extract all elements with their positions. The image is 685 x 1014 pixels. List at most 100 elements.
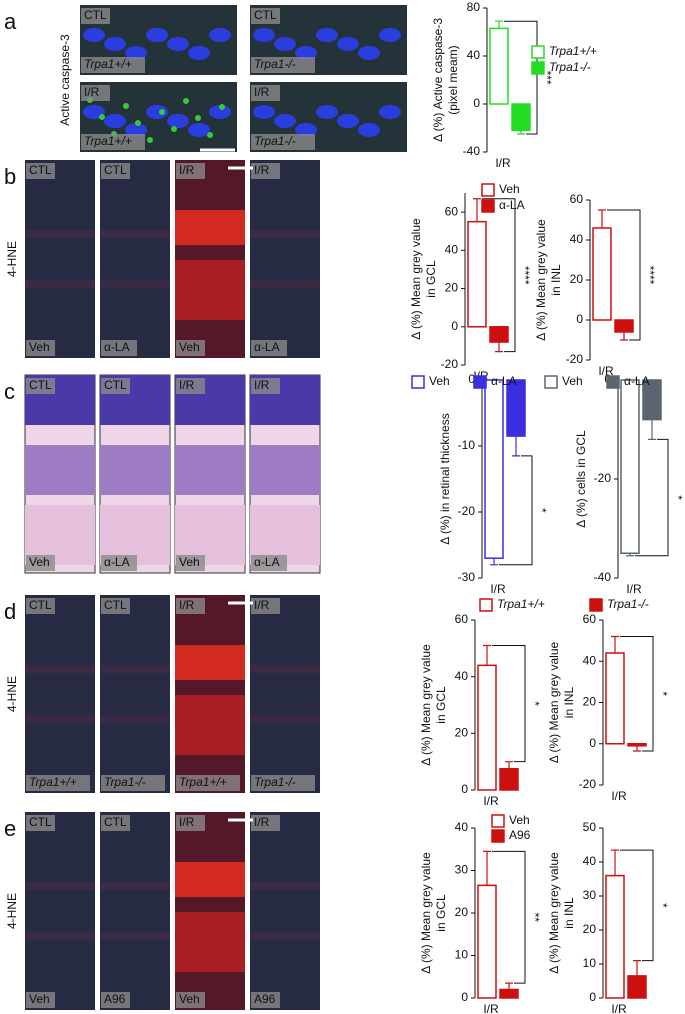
stain — [219, 104, 225, 110]
band — [100, 280, 170, 288]
legend-label: α-LA — [499, 198, 525, 212]
label-box — [101, 378, 130, 394]
image-label: I/R — [84, 85, 100, 99]
band — [100, 932, 170, 940]
nucleus — [295, 46, 317, 60]
legend-label: Veh — [429, 374, 450, 388]
micrograph: I/R Trpa1+/+ — [175, 595, 245, 793]
significance: * — [671, 495, 685, 500]
error-bar — [620, 332, 628, 341]
y-tick-label: 80 — [467, 0, 481, 14]
micrograph: I/R Trpa1-/- — [250, 595, 320, 793]
image-label: CTL — [29, 163, 52, 177]
significance: **** — [518, 266, 532, 285]
image-bg — [100, 160, 170, 358]
stain — [123, 103, 129, 109]
label-box — [26, 378, 55, 394]
y-axis-label: Δ (%) Mean grey value — [547, 641, 561, 763]
category-label: I/R — [611, 789, 627, 803]
legend-swatch — [491, 829, 505, 843]
image-label: I/R — [254, 85, 270, 99]
y-axis-label: in INL — [562, 687, 576, 719]
image-label: CTL — [29, 598, 52, 612]
error-bar — [505, 761, 513, 769]
micrograph: CTL Trpa1+/+ — [25, 595, 95, 793]
significance-bracket — [492, 850, 526, 984]
stain — [135, 120, 141, 126]
image-bg — [100, 595, 170, 793]
label-box — [176, 598, 205, 614]
image-label: I/R — [179, 598, 195, 612]
micrograph: I/R Veh — [174, 374, 246, 574]
y-tick-label: -20 — [458, 504, 476, 518]
row-label: 4-HNE — [5, 241, 19, 277]
y-axis-label: in GCL — [434, 894, 448, 932]
micrograph: CTL A96 — [100, 812, 170, 1010]
image-label: CTL — [104, 163, 127, 177]
y-tick-label: 20 — [583, 922, 597, 936]
micrograph: CTL α-LA — [99, 374, 171, 574]
bar — [592, 227, 612, 321]
image-label: Veh — [29, 340, 50, 354]
image-label: A96 — [104, 992, 126, 1006]
image-label: Trpa1-/- — [254, 775, 296, 789]
label-box — [251, 378, 280, 394]
stain — [171, 126, 177, 132]
category-label: I/R — [490, 582, 506, 596]
image-label: Veh — [29, 992, 50, 1006]
nucleus — [379, 105, 401, 119]
micrograph: I/R Trpa1-/- — [250, 82, 407, 152]
label-box — [176, 378, 205, 394]
significance: * — [535, 508, 549, 513]
band — [175, 645, 245, 680]
significance-bracket — [482, 198, 516, 353]
y-axis-label: in GCL — [424, 260, 438, 298]
band — [100, 445, 170, 495]
image-label: Veh — [179, 340, 200, 354]
y-tick-label: 30 — [455, 863, 469, 877]
label-box — [26, 555, 55, 571]
image-bg — [250, 160, 320, 358]
micrograph: CTL Veh — [25, 812, 95, 1010]
legend-label: Veh — [499, 182, 520, 196]
label-box — [251, 163, 280, 179]
band — [175, 912, 245, 972]
micrograph: CTL Veh — [24, 374, 96, 574]
nucleus — [104, 37, 126, 51]
label-box — [251, 134, 315, 150]
panel-label: a — [4, 9, 17, 34]
y-tick-label: 0 — [468, 372, 475, 386]
significance-bracket — [504, 20, 538, 135]
image-label: CTL — [104, 815, 127, 829]
legend-label: α-LA — [624, 374, 650, 388]
nucleus — [295, 123, 317, 137]
band — [175, 595, 245, 793]
nucleus — [146, 28, 168, 42]
significance: * — [656, 903, 670, 908]
error-bar — [473, 198, 481, 222]
label-box — [176, 775, 240, 791]
band — [250, 932, 320, 940]
band — [25, 932, 95, 940]
micrograph: I/R Trpa1+/+ — [80, 82, 237, 152]
legend-swatch — [411, 375, 425, 389]
label-box — [251, 992, 280, 1008]
nucleus — [358, 46, 380, 60]
y-axis-label: (pixel meam) — [446, 45, 460, 114]
micrograph: I/R Veh — [175, 160, 245, 358]
y-tick-label: 40 — [583, 854, 597, 868]
legend-swatch — [481, 199, 495, 213]
significance-bracket — [620, 636, 654, 752]
bar — [605, 874, 625, 999]
y-tick-label: 10 — [455, 948, 469, 962]
bar — [499, 768, 519, 791]
y-tick-label: 40 — [583, 653, 597, 667]
image-label: I/R — [254, 598, 270, 612]
stain — [99, 114, 105, 120]
bar — [511, 103, 531, 132]
band — [100, 715, 170, 723]
nucleus — [358, 123, 380, 137]
nucleus — [337, 37, 359, 51]
y-axis-label: Δ (%) Mean grey value — [419, 644, 433, 766]
